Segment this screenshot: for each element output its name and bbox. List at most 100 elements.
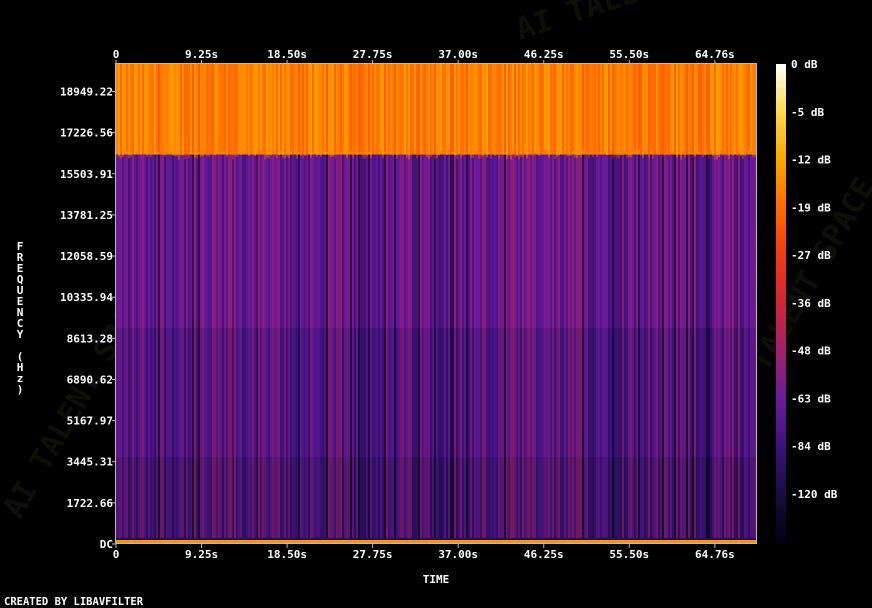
- heat-cell: [452, 64, 454, 152]
- heat-cell: [282, 64, 284, 158]
- heat-cell: [618, 154, 620, 538]
- heat-cell: [198, 154, 200, 538]
- heat-cell: [510, 154, 512, 538]
- heat-cell: [252, 154, 254, 538]
- heat-cell: [726, 64, 728, 156]
- heat-cell: [448, 154, 450, 538]
- heat-cell: [150, 154, 152, 538]
- heat-cell: [634, 154, 636, 538]
- heat-cell: [278, 154, 280, 538]
- heat-cell: [464, 64, 466, 155]
- heat-cell: [622, 64, 624, 155]
- heat-cell: [446, 64, 448, 156]
- heat-cell: [440, 154, 442, 538]
- heat-cell: [146, 64, 148, 157]
- heat-cell: [662, 64, 664, 157]
- heat-cell: [406, 154, 408, 538]
- heat-cell: [484, 64, 486, 150]
- heat-cell: [658, 64, 660, 156]
- x-axis-top: 0 9.25s 18.50s 27.75s 37.00s 46.25s 55.50s 64.7…: [113, 48, 735, 64]
- heat-cell: [372, 154, 374, 538]
- heat-cell: [238, 64, 240, 153]
- heat-cell: [262, 64, 264, 152]
- heat-cell: [560, 64, 562, 154]
- heat-cell: [118, 64, 120, 157]
- heat-cell: [190, 154, 192, 538]
- heat-cell: [458, 154, 460, 538]
- heat-cell: [330, 154, 332, 538]
- heat-cell: [528, 154, 530, 538]
- heat-cell: [162, 64, 164, 156]
- heat-cell: [406, 64, 408, 158]
- heat-cell: [162, 154, 164, 538]
- heat-cell: [250, 64, 252, 155]
- heat-cell: [308, 154, 310, 538]
- colorbar-tick-label: -12 dB: [791, 154, 831, 167]
- heat-cell: [538, 64, 540, 156]
- heat-cell: [616, 154, 618, 538]
- heat-cell: [286, 64, 288, 157]
- colorbar-tick-label: -63 dB: [791, 392, 831, 405]
- heat-cell: [714, 64, 716, 160]
- heat-cell: [236, 64, 238, 158]
- heat-cell: [400, 154, 402, 538]
- heat-cell: [404, 154, 406, 538]
- heat-cell: [744, 154, 746, 538]
- heat-cell: [566, 64, 568, 157]
- heat-cell: [268, 64, 270, 159]
- heat-cell: [140, 154, 142, 538]
- heat-cell: [578, 154, 580, 538]
- heat-cell: [178, 64, 180, 160]
- heat-cell: [344, 64, 346, 155]
- heat-cell: [418, 154, 420, 538]
- heat-cell: [502, 64, 504, 155]
- heat-cell: [660, 64, 662, 155]
- heat-cell: [634, 64, 636, 150]
- heat-cell: [324, 154, 326, 538]
- heat-cell: [654, 154, 656, 538]
- heat-cell: [292, 154, 294, 538]
- heat-cell: [258, 64, 260, 154]
- heat-cell: [170, 64, 172, 152]
- heat-cell: [368, 64, 370, 152]
- heat-cell: [484, 154, 486, 538]
- heat-cell: [216, 154, 218, 538]
- heat-cell: [480, 64, 482, 159]
- heat-cell: [370, 64, 372, 158]
- heat-cell: [628, 154, 630, 538]
- heat-cell: [126, 64, 128, 152]
- heat-cell: [192, 64, 194, 153]
- heat-cell: [280, 154, 282, 538]
- heat-cell: [242, 154, 244, 538]
- heat-cell: [738, 64, 740, 152]
- heat-cell: [462, 64, 464, 156]
- heat-cell: [170, 154, 172, 538]
- heat-cell: [750, 154, 752, 538]
- heat-cell: [332, 64, 334, 157]
- heat-cell: [142, 154, 144, 538]
- heat-cell: [436, 64, 438, 158]
- heat-cell: [460, 64, 462, 158]
- heat-cell: [164, 64, 166, 157]
- heat-cell: [164, 154, 166, 538]
- heat-cell: [732, 64, 734, 156]
- x-tick-label-top: 64.76s: [695, 48, 735, 61]
- heat-cell: [500, 64, 502, 151]
- heat-cell: [676, 64, 678, 158]
- heat-cell: [358, 154, 360, 538]
- heat-cell: [688, 64, 690, 154]
- heat-cell: [200, 154, 202, 538]
- heat-cell: [690, 154, 692, 538]
- heat-cell: [444, 64, 446, 155]
- heat-cell: [582, 64, 584, 150]
- heat-cell: [454, 64, 456, 156]
- heat-cell: [288, 154, 290, 538]
- heat-cell: [428, 154, 430, 538]
- heat-cell: [752, 154, 754, 538]
- heat-cell: [640, 154, 642, 538]
- heat-cell: [546, 154, 548, 538]
- heat-cell: [228, 64, 230, 155]
- heat-cell: [432, 64, 434, 153]
- heat-cell: [740, 154, 742, 538]
